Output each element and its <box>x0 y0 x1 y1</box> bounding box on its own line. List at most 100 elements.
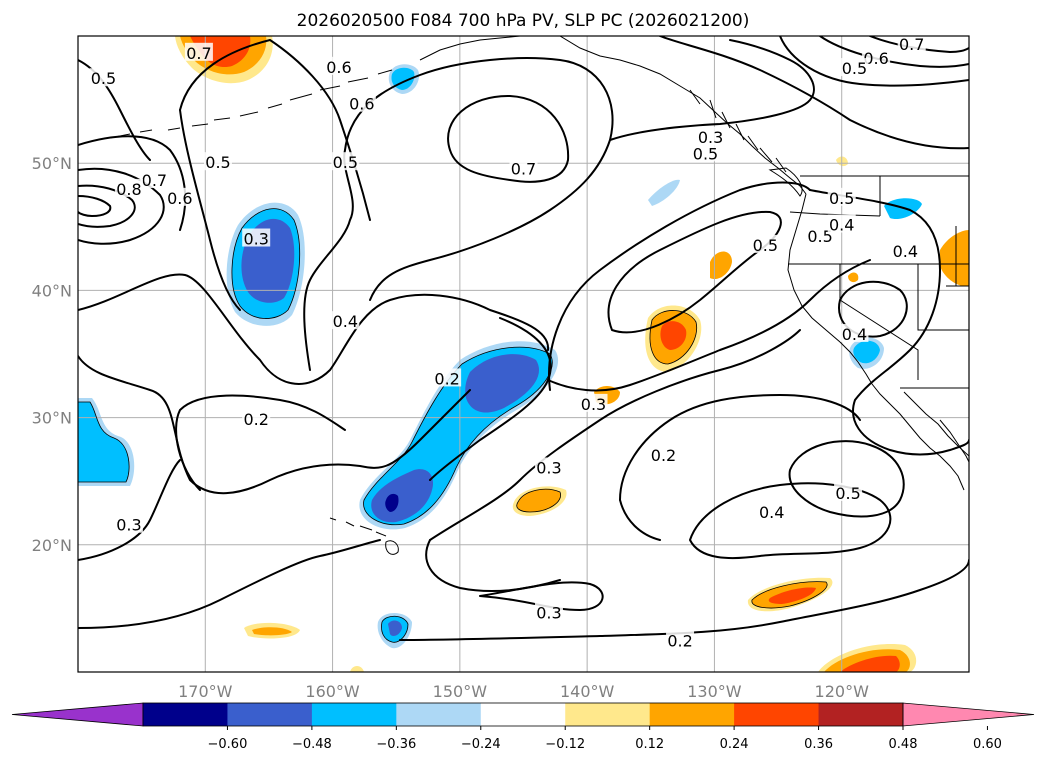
contour-line <box>609 39 815 141</box>
contour-label-background <box>433 368 462 387</box>
contour-line <box>869 36 969 53</box>
mexico-coast <box>939 419 969 463</box>
map-frame <box>77 35 970 673</box>
longitude-label: 150°W <box>433 682 488 701</box>
us-west-coast <box>787 193 873 385</box>
contour-label: 0.4 <box>829 216 854 235</box>
contour-label: 0.5 <box>829 189 854 208</box>
contour-label-background <box>757 502 786 520</box>
contour-line <box>78 355 471 495</box>
contour-line <box>78 195 112 217</box>
contour-label-background <box>165 187 194 206</box>
contour-label: 0.5 <box>835 484 860 503</box>
pv-positive-region <box>252 627 292 636</box>
contour-label: 0.5 <box>693 144 718 163</box>
colorbar-band <box>311 703 397 726</box>
contour-label: 0.2 <box>434 369 459 388</box>
contour-label-background <box>696 126 725 145</box>
contour-label-background <box>347 93 376 112</box>
contour-label: 0.5 <box>807 227 832 246</box>
colorbar-max-extension <box>902 702 1035 727</box>
contour-label-background <box>204 152 233 171</box>
pv-outline <box>649 310 698 365</box>
contour-line <box>78 184 136 228</box>
contour-line <box>429 317 552 481</box>
contour-label-background <box>827 187 856 206</box>
contour-label: 0.4 <box>333 312 358 331</box>
contour-label: 0.5 <box>753 236 778 255</box>
hawaii-islands <box>329 517 399 555</box>
contour-label: 0.7 <box>186 44 211 63</box>
contour-label: 0.3 <box>536 603 561 622</box>
colorbar-tick-label: 0.24 <box>720 737 749 752</box>
contour-line <box>619 499 661 541</box>
longitude-labels: 170°W 160°W 150°W 140°W 130°W 120°W <box>178 682 869 701</box>
contour-line <box>425 539 561 592</box>
contour-line <box>607 210 782 334</box>
colorbar-band <box>143 703 228 726</box>
pv-negative-region <box>465 354 540 413</box>
contour-label-background <box>114 514 143 533</box>
contour-label-background <box>89 68 118 87</box>
baja-california <box>871 383 969 491</box>
contour-line <box>819 36 969 68</box>
contour-label-background <box>827 214 856 233</box>
pv-negative-region <box>371 469 434 523</box>
colorbar-tick-label: −0.12 <box>545 737 585 752</box>
map-title: 2026020500 F084 700 hPa PV, SLP PC (2026… <box>297 11 750 31</box>
contour-label-background <box>242 228 271 247</box>
coastlines <box>109 36 969 555</box>
contour-line <box>303 149 354 371</box>
contour-label-background <box>324 56 353 75</box>
colorbar-tick-label: 0.36 <box>804 737 833 752</box>
contour-label: 0.3 <box>698 128 723 147</box>
contour-label-background <box>331 311 360 330</box>
contour-label-background <box>840 58 869 77</box>
colorbar-band <box>480 703 566 726</box>
contour-label-background <box>897 36 926 52</box>
latitude-label: 20°N <box>32 536 72 555</box>
contour-label-background <box>751 234 780 253</box>
contour-line <box>809 189 969 456</box>
contour-labels: 0.70.60.60.50.50.50.60.70.80.70.30.40.20… <box>89 36 926 650</box>
vancouver-island <box>768 167 803 197</box>
contour-label-background <box>140 170 169 189</box>
contour-line <box>548 181 811 391</box>
contour-label: 0.5 <box>842 59 867 78</box>
contour-line <box>78 167 165 245</box>
pv-positive-region <box>848 272 859 283</box>
contour-label-background <box>806 225 835 244</box>
contour-label: 0.6 <box>863 49 888 68</box>
colorbar-tick-label: 0.12 <box>635 737 664 752</box>
pv-positive-region <box>350 666 364 672</box>
contour-label: 0.7 <box>511 160 536 179</box>
colorbar: −0.60 −0.48 −0.36 −0.24 −0.12 0.12 0.24 0.36 0.4… <box>11 702 1035 752</box>
colorbar-tick-label: 0.48 <box>889 737 918 752</box>
contour-label-background <box>691 143 720 162</box>
colorbar-tick-label: −0.48 <box>292 737 332 752</box>
contour-label: 0.3 <box>536 458 561 477</box>
pv-outlines <box>78 208 828 643</box>
contour-label-background <box>834 482 863 501</box>
contour-label: 0.6 <box>326 58 351 77</box>
pv-negative-region <box>853 340 880 364</box>
contour-label-background <box>891 241 920 260</box>
southeast-alaska-islands <box>689 89 787 173</box>
pv-positive-region <box>768 587 816 604</box>
latitude-label: 50°N <box>32 154 72 173</box>
latitude-label: 40°N <box>32 281 72 300</box>
contour-label: 0.6 <box>349 95 374 114</box>
pv-positive-region <box>660 321 687 350</box>
colorbar-frame <box>142 702 904 727</box>
contour-label-background <box>579 393 608 412</box>
pv-negative-region <box>388 620 402 636</box>
contour-label-background <box>534 602 563 621</box>
pv-negative-region <box>78 402 130 482</box>
longitude-label: 130°W <box>687 682 742 701</box>
contour-label: 0.2 <box>667 631 692 650</box>
pv-positive-region <box>840 655 900 672</box>
contour-label: 0.3 <box>243 230 268 249</box>
contour-line <box>399 559 969 641</box>
contour-label: 0.7 <box>142 171 167 190</box>
